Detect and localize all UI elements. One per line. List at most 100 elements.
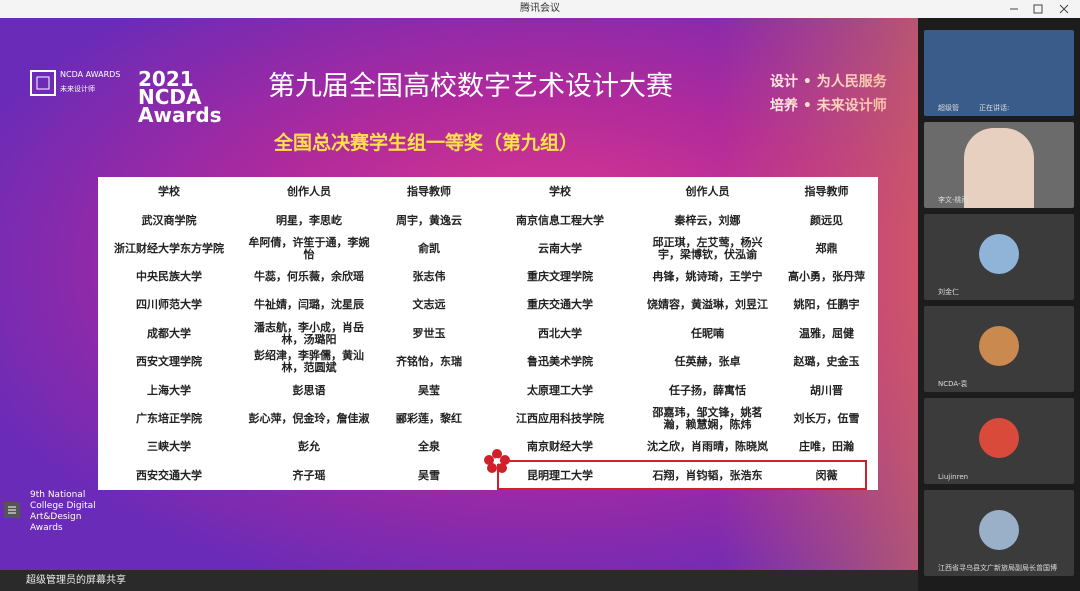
video (964, 128, 1034, 208)
table-cell: 温雅，屈健 (799, 326, 854, 340)
header-cell: 指导教师 (804, 185, 849, 198)
table-cell: 沈之欣，肖雨晴，陈晓岚 (647, 440, 768, 453)
table-cell: 罗世玉 (412, 326, 446, 340)
table-cell: 彭心萍，倪金玲，詹佳淑 (248, 412, 370, 425)
table-cell: 高小勇，张丹萍 (788, 270, 865, 283)
table-cell: 任英赫，张卓 (674, 355, 741, 368)
table-cell: 周宇，黄逸云 (396, 214, 462, 227)
avatar (979, 326, 1019, 366)
table-cell: 明星，李思屹 (276, 214, 342, 227)
table-cell: 浙江财经大学东方学院 (114, 242, 224, 255)
header-cell: 指导教师 (407, 185, 451, 198)
header-cell: 创作人员 (685, 185, 730, 198)
avatar (979, 510, 1019, 550)
participant-tile: 李文-桃雨 (924, 122, 1074, 208)
table-cell: 颜远见 (810, 214, 843, 227)
table-cell: 南京财经大学 (527, 440, 593, 453)
table-cell: 昆明理工大学 (527, 468, 593, 482)
table-cell: 重庆交通大学 (527, 298, 593, 311)
table-cell: 南京信息工程大学 (516, 214, 604, 227)
table-cell: 石翔，肖钧韬，张浩东 (652, 468, 763, 482)
table-cell: 俞凯 (418, 242, 440, 255)
table-cell: 西安文理学院 (136, 355, 202, 368)
table-cell: 牛祉婧，闫璐，沈星辰 (254, 298, 364, 311)
menu-button[interactable] (4, 502, 20, 518)
awards-table: 学校 创作人员 指导教师 学校 创作人员 指导教师武汉商学院 明星，李思屹 周宇，黄逸云 南京信… (98, 177, 878, 490)
avatar (979, 418, 1019, 458)
slide-subtitle: 全国总决赛学生组一等奖（第九组） (274, 132, 579, 154)
table-cell: 邱正琪，左艾莺，杨兴宇，梁博钦，伏泓谕 (652, 236, 763, 261)
table-cell: 任昵喃 (691, 326, 724, 340)
table-cell: 郦彩莲，黎红 (396, 412, 462, 425)
participant-tile: 超级管 正在讲话: (924, 30, 1074, 116)
table-cell: 中央民族大学 (136, 270, 202, 283)
logo-text: NCDA AWARDS (60, 70, 121, 79)
table-cell: 闵薇 (815, 468, 838, 482)
table-cell: 郑鼎 (815, 242, 838, 255)
table-cell: 张志伟 (412, 270, 446, 283)
participant-panel: 超级管 正在讲话: 李文-桃雨刘金仁 NCDA-袁 Liujinren 江西省寻乌县文广新… (918, 18, 1080, 591)
table-cell: 云南大学 (538, 242, 582, 255)
participant-name: 刘金仁 (938, 288, 959, 296)
table-cell: 彭绍津，李骅儒，黄汕林，范圆斌 (254, 349, 364, 374)
table-cell: 胡川晋 (810, 383, 843, 397)
share-label: 超级管理员的屏幕共享 (26, 575, 126, 586)
table-cell: 吴莹 (418, 383, 440, 397)
participant-tile: NCDA-袁 (924, 306, 1074, 392)
participant-name: Liujinren (938, 473, 969, 481)
header-cell: 学校 (158, 185, 180, 198)
table-cell: 重庆文理学院 (527, 270, 593, 283)
table-cell: 牟阿倩，许笙于通，李婉怡 (248, 236, 370, 261)
table-cell: 彭思语 (292, 383, 326, 397)
logo-icon (30, 70, 56, 96)
table-cell: 武汉商学院 (141, 214, 197, 227)
slide-title: 第九届全国高校数字艺术设计大赛 (268, 71, 673, 102)
logo-year: 2021 NCDA Awards (138, 67, 222, 127)
table-cell: 西北大学 (538, 326, 582, 340)
table-cell: 齐铭怡，东瑞 (396, 355, 462, 368)
table-cell: 姚阳，任鹏宇 (793, 298, 860, 311)
header-cell: 创作人员 (287, 185, 331, 198)
highlight (484, 449, 867, 490)
table-cell: 鲁迅美术学院 (527, 355, 593, 368)
table-cell: 潘志航，李小成，肖岳林，汤璐阳 (254, 320, 364, 346)
header-cell: 学校 (549, 185, 571, 198)
table-cell: 四川师范大学 (136, 298, 202, 311)
participant-name: NCDA-袁 (938, 380, 968, 388)
speaking-status: 正在讲话: (979, 104, 1010, 112)
slogan: 设计 • 为人民服务 (770, 74, 887, 90)
table-cell: 三峡大学 (147, 440, 191, 453)
slogan: 培养 • 未来设计师 (770, 98, 887, 114)
table-cell: 邵嘉玮，邹文锋，姚茗瀚，赖慧娴，陈炜 (652, 406, 763, 431)
table-cell: 全泉 (418, 440, 440, 453)
table-cell: 广东培正学院 (136, 412, 202, 425)
table-cell: 上海大学 (147, 383, 191, 397)
table-cell: 彭允 (298, 440, 320, 453)
window-controls[interactable] (1006, 3, 1076, 15)
avatar (979, 234, 1019, 274)
table-cell: 冉锋，姚诗琦，王学宁 (652, 270, 763, 283)
window-title: 腾讯会议 (520, 3, 560, 14)
table-cell: 江西应用科技学院 (516, 412, 604, 425)
table-cell: 饶婧容，黄溢琳，刘昱江 (647, 298, 768, 311)
table-cell: 成都大学 (147, 326, 191, 340)
table-cell: 吴雪 (418, 468, 440, 482)
participant-name: 李文-桃雨 (938, 196, 969, 204)
table-cell: 任子扬，薛寓恬 (669, 383, 746, 397)
title-bar: 腾讯会议 (0, 0, 1080, 18)
slide-footer: 9th National College Digital Art&Design … (30, 490, 96, 533)
participant-tile: 刘金仁 (924, 214, 1074, 300)
table-cell: 庄唯，田瀚 (799, 440, 854, 453)
logo-sub: 未来设计师 (60, 85, 95, 93)
participant-name: 江西省寻乌县文广新旅局副局长曾国博 (938, 564, 1057, 572)
participant-name: 超级管 (938, 104, 959, 112)
participant-tile: Liujinren (924, 398, 1074, 484)
table-cell: 太原理工大学 (527, 383, 593, 397)
participant-tile: 江西省寻乌县文广新旅局副局长曾国博 (924, 490, 1074, 576)
share-bar: 超级管理员的屏幕共享 (0, 570, 918, 591)
table-cell: 牛蕊，何乐薇，余欣瑶 (254, 270, 364, 283)
table-cell: 西安交通大学 (136, 468, 202, 482)
table-cell: 秦梓云，刘娜 (674, 214, 741, 227)
table-cell: 赵璐，史金玉 (793, 355, 860, 368)
